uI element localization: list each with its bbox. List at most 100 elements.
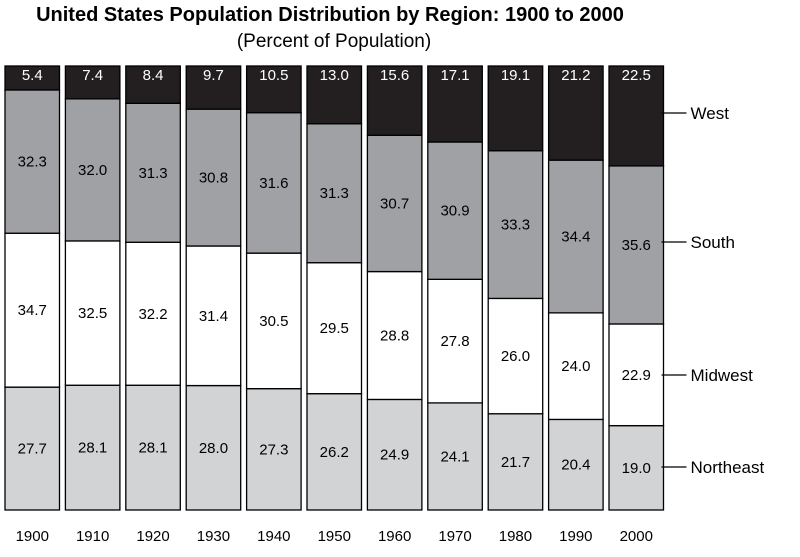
data-label-midwest-1930: 31.4 — [199, 308, 228, 325]
bar-segment-northeast-1980 — [487, 413, 544, 511]
data-label-south-1950: 31.3 — [320, 185, 349, 202]
bar-segment-midwest-1930 — [185, 245, 242, 387]
bar-segment-west-2000 — [608, 65, 665, 167]
data-label-west-1970: 17.1 — [440, 67, 469, 84]
data-label-south-1930: 30.8 — [199, 170, 228, 187]
bar-segment-northeast-1970 — [427, 402, 483, 511]
x-tick-label-1910: 1910 — [76, 528, 109, 545]
data-label-northeast-1910: 28.1 — [78, 440, 107, 457]
bar-segment-midwest-1960 — [366, 270, 423, 401]
bar-segment-northeast-1950 — [306, 393, 363, 511]
bar-segment-northeast-1940 — [245, 388, 302, 511]
bar-segment-west-1920 — [125, 65, 181, 104]
bar-segment-west-1940 — [245, 65, 302, 114]
bar-segment-west-1980 — [487, 65, 544, 152]
x-tick-label-1960: 1960 — [378, 528, 411, 545]
data-label-west-1960: 15.6 — [380, 67, 409, 84]
bar-segment-south-1970 — [427, 141, 483, 280]
data-label-midwest-1960: 28.8 — [380, 328, 409, 345]
data-label-midwest-1950: 29.5 — [320, 320, 349, 337]
x-tick-label-1990: 1990 — [559, 528, 592, 545]
bar-segment-northeast-1960 — [366, 398, 423, 511]
bar-segment-northeast-2000 — [608, 424, 665, 511]
legend-label-northeast: Northeast — [691, 458, 765, 477]
data-label-west-1940: 10.5 — [259, 67, 288, 84]
data-label-midwest-2000: 22.9 — [622, 367, 651, 384]
bar-segment-west-1910 — [64, 65, 121, 100]
data-label-northeast-1920: 28.1 — [138, 440, 167, 457]
x-tick-label-1940: 1940 — [257, 528, 290, 545]
x-tick-label-1950: 1950 — [318, 528, 351, 545]
bar-segment-midwest-1990 — [547, 312, 604, 421]
bar-segment-west-1930 — [185, 65, 242, 110]
data-label-northeast-1980: 21.7 — [501, 454, 530, 471]
bar-segment-south-1960 — [366, 134, 423, 273]
bar-segment-south-1920 — [125, 102, 181, 243]
data-label-midwest-1980: 26.0 — [501, 348, 530, 365]
bar-segment-west-1960 — [366, 65, 423, 136]
bar-segment-west-1950 — [306, 65, 363, 125]
bar-segment-west-1900 — [4, 65, 61, 91]
bar-segment-west-1990 — [547, 65, 604, 161]
legend: Northeast Midwest South West — [661, 104, 765, 477]
data-label-west-1980: 19.1 — [501, 67, 530, 84]
data-label-west-1920: 8.4 — [143, 67, 164, 84]
data-label-northeast-1950: 26.2 — [320, 444, 349, 461]
bar-segment-south-1980 — [487, 150, 544, 300]
data-label-midwest-1900: 34.7 — [18, 302, 47, 319]
bar-segment-midwest-1950 — [306, 262, 363, 395]
bar-segment-south-1910 — [64, 98, 121, 242]
bar-segment-midwest-1940 — [245, 252, 302, 390]
data-label-west-1900: 5.4 — [22, 67, 43, 84]
x-tick-label-1970: 1970 — [438, 528, 471, 545]
x-tick-labels: 1900 1910 1920 1930 1940 1950 1960 1970 1980 1990… — [16, 528, 653, 545]
data-label-midwest-1970: 27.8 — [440, 333, 469, 350]
x-tick-label-2000: 2000 — [620, 528, 653, 545]
chart-subtitle: (Percent of Population) — [236, 31, 432, 52]
data-label-south-1920: 31.3 — [138, 165, 167, 182]
bar-segment-south-1930 — [185, 108, 242, 247]
data-label-west-1990: 21.2 — [561, 67, 590, 84]
data-label-midwest-1990: 24.0 — [561, 358, 590, 375]
data-label-south-1980: 33.3 — [501, 217, 530, 234]
bar-segment-midwest-1910 — [64, 240, 121, 386]
bar-segment-northeast-1910 — [64, 384, 121, 511]
data-label-northeast-1940: 27.3 — [259, 441, 288, 458]
x-tick-label-1980: 1980 — [499, 528, 532, 545]
bar-segment-west-1970 — [427, 65, 483, 143]
legend-label-west: West — [691, 104, 730, 123]
data-label-midwest-1940: 30.5 — [259, 313, 288, 330]
bar-segment-south-1900 — [4, 89, 61, 234]
bar-segment-northeast-1920 — [125, 384, 181, 511]
data-label-northeast-1930: 28.0 — [199, 440, 228, 457]
bar-segment-south-1940 — [245, 112, 302, 254]
data-label-south-1960: 30.7 — [380, 195, 409, 212]
bar-segment-northeast-1900 — [4, 386, 61, 511]
data-label-south-2000: 35.6 — [622, 237, 651, 254]
data-label-south-1990: 34.4 — [561, 228, 590, 245]
data-label-south-1970: 30.9 — [440, 203, 469, 220]
bar-segment-south-1990 — [547, 159, 604, 314]
bar-segment-midwest-1980 — [487, 297, 544, 415]
data-label-midwest-1910: 32.5 — [78, 305, 107, 322]
data-label-northeast-1900: 27.7 — [18, 441, 47, 458]
legend-label-midwest: Midwest — [691, 366, 754, 385]
data-label-northeast-2000: 19.0 — [622, 460, 651, 477]
data-label-west-1930: 9.7 — [203, 67, 224, 84]
data-label-west-1910: 7.4 — [82, 67, 103, 84]
data-label-northeast-1990: 20.4 — [561, 457, 590, 474]
data-label-south-1910: 32.0 — [78, 162, 107, 179]
data-label-northeast-1960: 24.9 — [380, 447, 409, 464]
data-label-west-1950: 13.0 — [320, 67, 349, 84]
data-label-south-1940: 31.6 — [259, 175, 288, 192]
data-label-midwest-1920: 32.2 — [138, 306, 167, 323]
x-tick-label-1930: 1930 — [197, 528, 230, 545]
bar-segment-south-1950 — [306, 123, 363, 264]
x-tick-label-1900: 1900 — [16, 528, 49, 545]
bar-segment-midwest-2000 — [608, 323, 665, 427]
bar-segment-northeast-1930 — [185, 384, 242, 511]
data-label-northeast-1970: 24.1 — [440, 448, 469, 465]
x-tick-label-1920: 1920 — [136, 528, 169, 545]
bar-segment-northeast-1990 — [547, 418, 604, 511]
